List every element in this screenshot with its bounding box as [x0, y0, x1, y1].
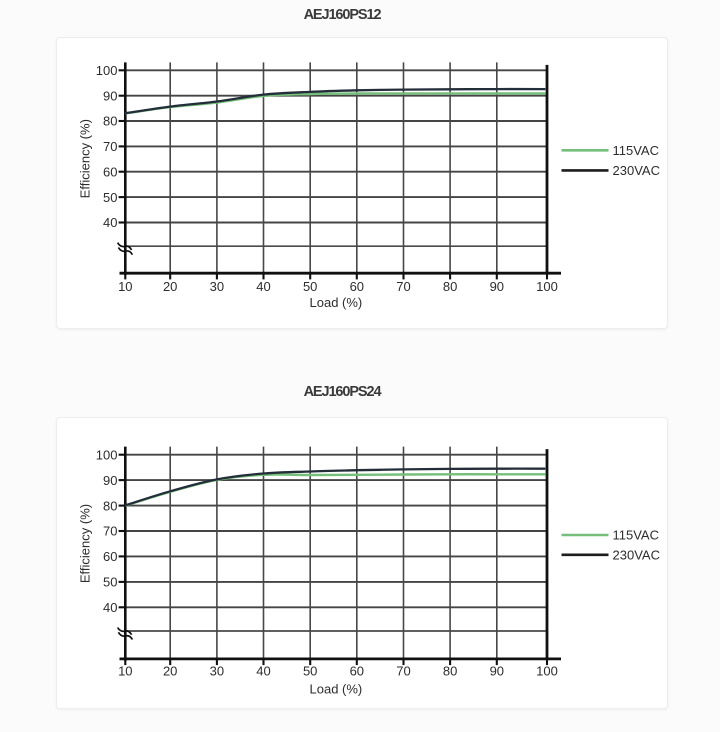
svg-text:80: 80 [443, 664, 457, 679]
svg-text:40: 40 [103, 600, 117, 615]
svg-text:70: 70 [103, 524, 117, 539]
svg-text:10: 10 [118, 279, 132, 294]
svg-text:20: 20 [163, 664, 177, 679]
svg-text:115VAC: 115VAC [613, 143, 660, 158]
svg-text:230VAC: 230VAC [613, 548, 660, 563]
svg-text:70: 70 [396, 279, 410, 294]
svg-text:50: 50 [103, 190, 117, 205]
svg-text:90: 90 [103, 473, 117, 488]
svg-text:90: 90 [103, 88, 117, 103]
svg-text:50: 50 [303, 664, 317, 679]
svg-text:80: 80 [103, 114, 117, 129]
svg-text:115VAC: 115VAC [613, 528, 660, 543]
svg-text:30: 30 [210, 279, 224, 294]
svg-text:Efficiency (%): Efficiency (%) [78, 119, 93, 198]
svg-text:100: 100 [96, 63, 118, 78]
svg-text:100: 100 [96, 447, 118, 462]
svg-text:Load (%): Load (%) [310, 295, 363, 310]
svg-text:70: 70 [396, 664, 410, 679]
svg-text:50: 50 [103, 575, 117, 590]
svg-text:70: 70 [103, 139, 117, 154]
svg-text:40: 40 [256, 279, 270, 294]
svg-text:60: 60 [103, 164, 117, 179]
svg-text:80: 80 [443, 279, 457, 294]
svg-text:50: 50 [303, 279, 317, 294]
svg-text:10: 10 [118, 664, 132, 679]
svg-text:90: 90 [490, 664, 504, 679]
svg-text:Load (%): Load (%) [310, 681, 363, 696]
svg-text:30: 30 [210, 664, 224, 679]
svg-text:80: 80 [103, 498, 117, 513]
svg-text:90: 90 [490, 279, 504, 294]
svg-text:60: 60 [103, 549, 117, 564]
svg-text:100: 100 [536, 279, 558, 294]
svg-text:Efficiency (%): Efficiency (%) [78, 504, 93, 583]
svg-text:40: 40 [256, 664, 270, 679]
svg-text:20: 20 [163, 279, 177, 294]
svg-text:60: 60 [350, 664, 364, 679]
svg-text:60: 60 [350, 279, 364, 294]
svg-text:230VAC: 230VAC [613, 163, 660, 178]
svg-text:100: 100 [536, 664, 558, 679]
svg-text:40: 40 [103, 215, 117, 230]
